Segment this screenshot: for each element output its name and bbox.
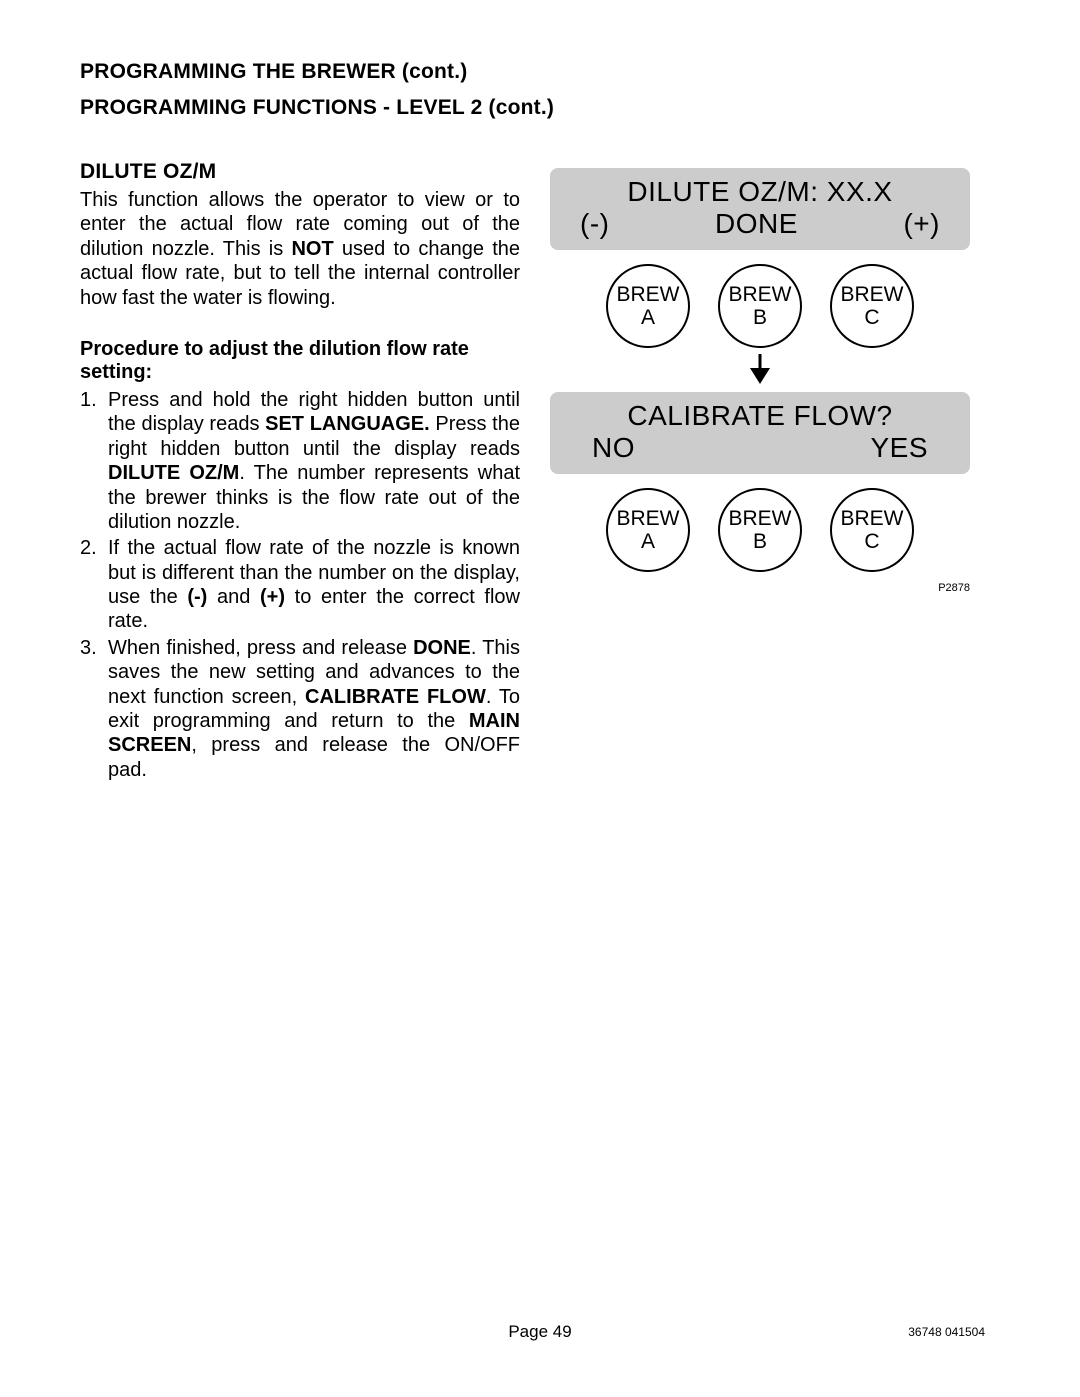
arrow-down-icon — [748, 354, 772, 384]
intro-bold-not: NOT — [291, 238, 333, 260]
display-dilute-line2: (-) DONE (+) — [562, 208, 958, 240]
display-calibrate-line1: CALIBRATE FLOW? — [562, 400, 958, 432]
brew-label-a: A — [641, 306, 655, 329]
step-1: Press and hold the right hidden button u… — [108, 388, 520, 534]
display-minus: (-) — [580, 208, 609, 240]
diagram-reference: P2878 — [938, 582, 970, 594]
intro-paragraph: This function allows the operator to vie… — [80, 188, 520, 310]
display-plus: (+) — [903, 208, 940, 240]
step-2: If the actual flow rate of the nozzle is… — [108, 536, 520, 634]
brew-label-c: C — [864, 530, 879, 553]
brew-label-top: BREW — [841, 507, 904, 530]
brew-c-top: BREW C — [830, 264, 914, 348]
brew-label-b: B — [753, 530, 767, 553]
brew-label-c: C — [864, 306, 879, 329]
page-number: Page 49 — [508, 1322, 571, 1342]
display-done: DONE — [715, 208, 798, 240]
right-column: DILUTE OZ/M: XX.X (-) DONE (+) BREW A BR… — [550, 160, 980, 784]
step-1-b1: SET LANGUAGE. — [265, 413, 430, 435]
brew-buttons-top: BREW A BREW B BREW C — [550, 264, 970, 348]
step-1-b2: DILUTE OZ/M — [108, 462, 239, 484]
page: PROGRAMMING THE BREWER (cont.) PROGRAMMI… — [0, 0, 1080, 1397]
brew-b-bottom: BREW B — [718, 488, 802, 572]
content-columns: DILUTE OZ/M This function allows the ope… — [80, 160, 1000, 784]
brew-c-bottom: BREW C — [830, 488, 914, 572]
brew-buttons-bottom: BREW A BREW B BREW C — [550, 488, 970, 572]
procedure-steps: Press and hold the right hidden button u… — [80, 388, 520, 782]
arrow-down-wrap — [550, 354, 970, 384]
brew-label-top: BREW — [729, 507, 792, 530]
step-2-b1: (-) — [187, 586, 207, 608]
brew-a-bottom: BREW A — [606, 488, 690, 572]
display-dilute-line1: DILUTE OZ/M: XX.X — [562, 176, 958, 208]
step-3: When finished, press and release DONE. T… — [108, 636, 520, 782]
brew-label-top: BREW — [617, 283, 680, 306]
brew-a-top: BREW A — [606, 264, 690, 348]
step-2-c: and — [207, 586, 260, 608]
heading-dilute-ozm: DILUTE OZ/M — [80, 160, 520, 184]
diagram: DILUTE OZ/M: XX.X (-) DONE (+) BREW A BR… — [550, 168, 970, 572]
brew-b-top: BREW B — [718, 264, 802, 348]
brew-label-b: B — [753, 306, 767, 329]
display-no: NO — [592, 432, 635, 464]
step-3-a: When finished, press and release — [108, 637, 413, 659]
display-dilute: DILUTE OZ/M: XX.X (-) DONE (+) — [550, 168, 970, 250]
brew-label-a: A — [641, 530, 655, 553]
brew-label-top: BREW — [729, 283, 792, 306]
step-3-b2: CALIBRATE FLOW — [305, 686, 486, 708]
display-calibrate: CALIBRATE FLOW? NO YES — [550, 392, 970, 474]
step-2-b2: (+) — [260, 586, 285, 608]
display-calibrate-line2: NO YES — [562, 432, 958, 464]
step-3-b1: DONE — [413, 637, 471, 659]
brew-label-top: BREW — [617, 507, 680, 530]
brew-label-top: BREW — [841, 283, 904, 306]
display-yes: YES — [870, 432, 928, 464]
left-column: DILUTE OZ/M This function allows the ope… — [80, 160, 520, 784]
heading-programming-brewer: PROGRAMMING THE BREWER (cont.) — [80, 60, 1000, 84]
procedure-heading: Procedure to adjust the dilution flow ra… — [80, 338, 520, 384]
heading-programming-functions: PROGRAMMING FUNCTIONS - LEVEL 2 (cont.) — [80, 96, 1000, 120]
document-number: 36748 041504 — [908, 1325, 985, 1339]
